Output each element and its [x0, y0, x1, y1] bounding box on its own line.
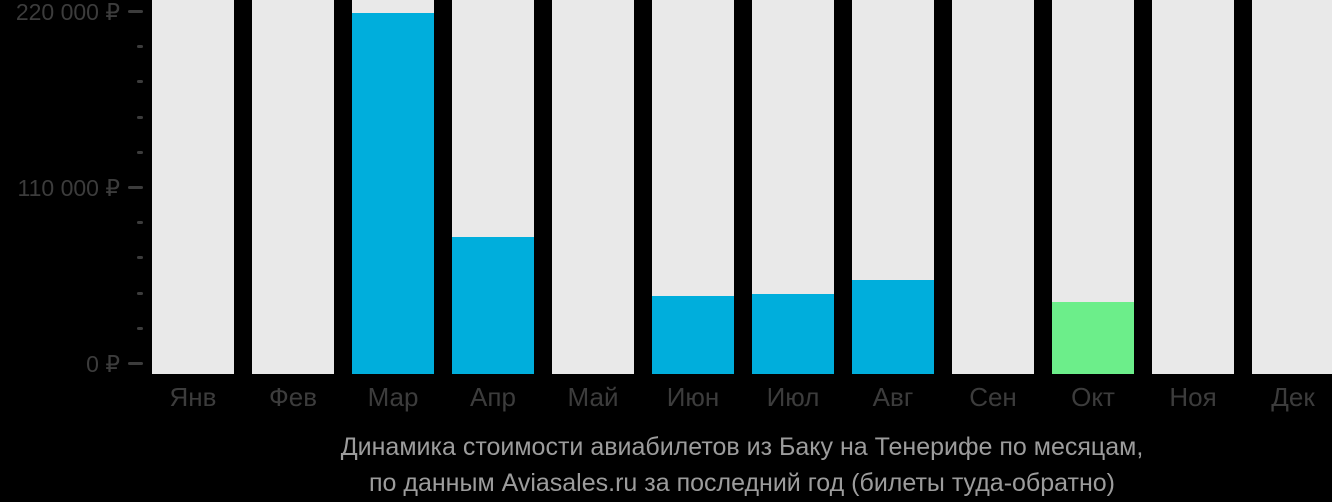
y-axis-minor-tick	[137, 221, 143, 225]
bar-Авг[interactable]	[852, 279, 934, 374]
x-axis-label-Дек: Дек	[1271, 382, 1315, 412]
bar-placeholder	[552, 0, 634, 374]
bar-column-Июн	[652, 0, 734, 374]
bar-Апр[interactable]	[452, 236, 534, 374]
bar-Июн[interactable]	[652, 295, 734, 374]
y-axis-label: 110 000 ₽	[17, 175, 120, 201]
x-axis-label-Ноя: Ноя	[1169, 382, 1217, 412]
y-axis-major-tick	[128, 186, 143, 189]
y-axis-minor-tick	[137, 45, 143, 49]
y-axis-label: 220 000 ₽	[15, 0, 120, 25]
bar-placeholder	[952, 0, 1034, 374]
x-axis-label-Окт: Окт	[1071, 382, 1115, 412]
bar-column-Сен	[952, 0, 1034, 374]
chart-caption: Динамика стоимости авиабилетов из Баку н…	[152, 429, 1332, 501]
bar-column-Окт	[1052, 0, 1134, 374]
x-axis-label-Июл: Июл	[766, 382, 820, 412]
y-axis-minor-tick	[137, 256, 143, 260]
bar-column-Дек	[1252, 0, 1332, 374]
y-axis-major-tick	[128, 362, 143, 365]
x-axis-label-Мар: Мар	[367, 382, 419, 412]
bar-placeholder	[1252, 0, 1332, 374]
y-axis-minor-tick	[137, 80, 143, 84]
bar-Окт[interactable]	[1052, 302, 1134, 374]
bar-column-Ноя	[1152, 0, 1234, 374]
x-axis: Янв Фев Мар Апр Май Июн Июл Авг Сен Окт Ноя Дек	[152, 380, 1332, 416]
y-axis-minor-tick	[137, 115, 143, 119]
y-axis-major-tick	[128, 10, 143, 13]
bar-column-Мар	[352, 0, 434, 374]
plot-area	[152, 0, 1332, 374]
y-axis-minor-tick	[137, 326, 143, 330]
y-axis: 0 ₽ 110 000 ₽ 220 000 ₽	[0, 0, 152, 377]
bar-column-Май	[552, 0, 634, 374]
x-axis-label-Сен: Сен	[969, 382, 1017, 412]
bar-column-Фев	[252, 0, 334, 374]
x-axis-label-Янв: Янв	[169, 382, 217, 412]
chart-caption-line1: Динамика стоимости авиабилетов из Баку н…	[340, 433, 1144, 461]
y-axis-minor-tick	[137, 150, 143, 154]
y-axis-minor-tick	[137, 291, 143, 295]
x-axis-label-Май: Май	[567, 382, 619, 412]
x-axis-label-Фев: Фев	[268, 382, 318, 412]
x-axis-label-Июн: Июн	[666, 382, 720, 412]
chart-caption-line2: по данным Aviasales.ru за последний год …	[369, 469, 1115, 497]
bar-Июл[interactable]	[752, 294, 834, 374]
x-axis-label-Авг: Авг	[872, 382, 914, 412]
bar-placeholder	[1152, 0, 1234, 374]
bar-Мар[interactable]	[352, 12, 434, 374]
bar-column-Июл	[752, 0, 834, 374]
x-axis-label-Апр: Апр	[470, 382, 516, 412]
bar-column-Авг	[852, 0, 934, 374]
bar-placeholder	[252, 0, 334, 374]
bar-column-Апр	[452, 0, 534, 374]
bar-column-Янв	[152, 0, 234, 374]
y-axis-label: 0 ₽	[86, 351, 120, 377]
bar-placeholder	[152, 0, 234, 374]
